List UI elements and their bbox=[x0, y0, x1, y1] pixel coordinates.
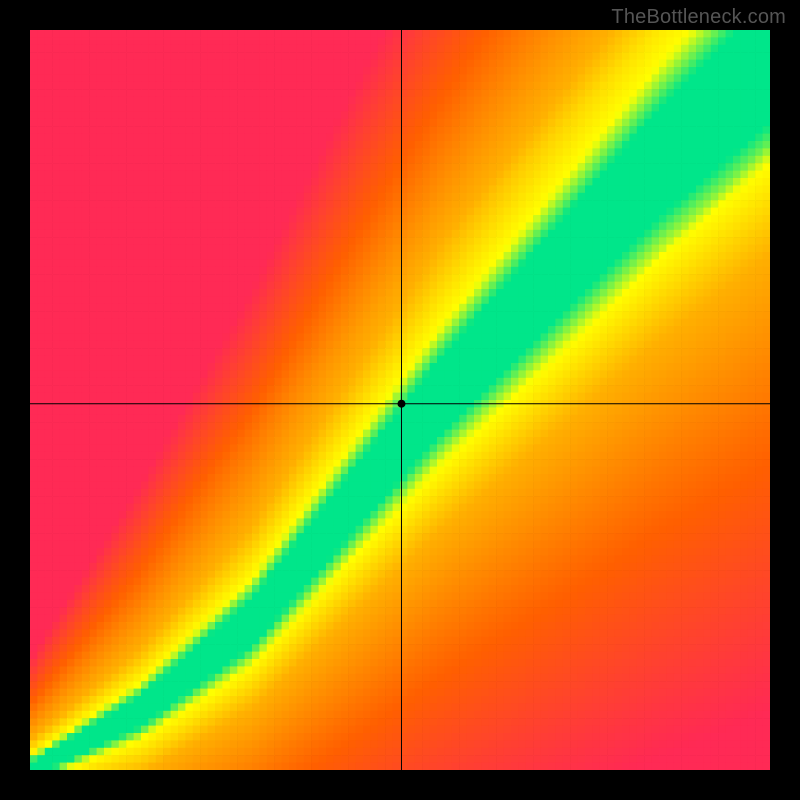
watermark-text: TheBottleneck.com bbox=[611, 6, 786, 29]
heatmap-canvas bbox=[30, 30, 770, 770]
plot-area bbox=[30, 30, 770, 770]
